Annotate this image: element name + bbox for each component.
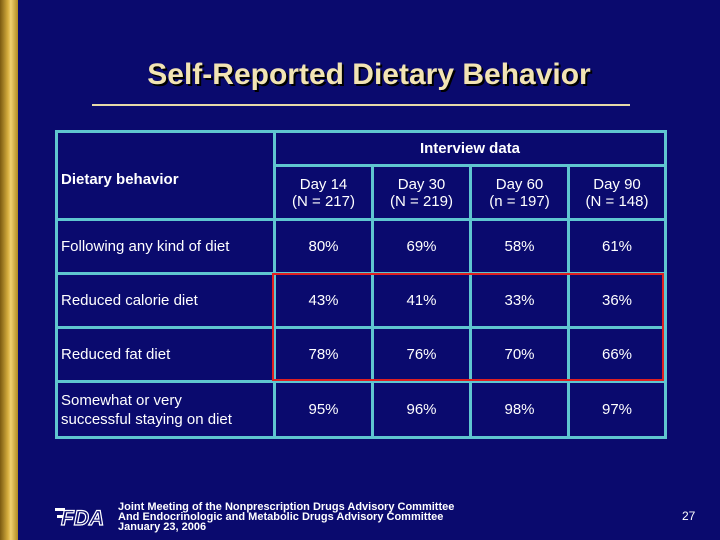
column-header-day60: Day 60 (n = 197) xyxy=(472,167,567,218)
table-header-bottom xyxy=(55,218,667,221)
table-cell: 98% xyxy=(504,401,535,418)
table-cell: 69% xyxy=(406,238,437,255)
table-row-divider xyxy=(55,380,667,383)
table-cell: 36% xyxy=(601,292,633,309)
column-header-line2: (N = 148) xyxy=(585,192,649,210)
title-underline xyxy=(92,104,630,106)
column-header-day90: Day 90 (N = 148) xyxy=(570,167,664,218)
column-header-line2: (n = 197) xyxy=(489,192,550,210)
row-label-reduced-fat: Reduced fat diet xyxy=(55,329,279,380)
row-label-reduced-calorie: Reduced calorie diet xyxy=(55,275,279,326)
table-col-divider xyxy=(371,164,374,439)
table-cell: 41% xyxy=(406,292,437,309)
table-cell: 43% xyxy=(308,292,339,309)
dietary-behavior-header: Dietary behavior xyxy=(61,170,179,188)
row-label-line1: Reduced fat diet xyxy=(61,346,171,363)
slide-title: Self-Reported Dietary Behavior xyxy=(147,58,591,91)
footer-text: Joint Meeting of the Nonprescription Dru… xyxy=(118,501,455,533)
column-header-line2: (N = 217) xyxy=(292,192,355,210)
table-cell: 76% xyxy=(406,346,437,363)
column-header-day30: Day 30 (N = 219) xyxy=(374,167,469,218)
table-border-right xyxy=(664,130,667,439)
table-cell: 61% xyxy=(601,238,633,255)
table-border-left xyxy=(55,130,58,439)
row-label-line1: Somewhat or very xyxy=(61,391,182,409)
row-label-line1: Reduced calorie diet xyxy=(61,292,198,309)
column-header-line2: (N = 219) xyxy=(390,192,453,210)
footer-line1: Joint Meeting of the Nonprescription Dru… xyxy=(118,501,455,513)
table-cell: 70% xyxy=(504,346,535,363)
table-cell: 78% xyxy=(308,346,339,363)
table-cell: 80% xyxy=(308,238,339,255)
row-label-successful-staying: Somewhat or very successful staying on d… xyxy=(55,383,279,436)
fda-logo-icon: FDA xyxy=(55,506,105,528)
row-label-line2: successful staying on diet xyxy=(61,410,232,428)
table-col-divider xyxy=(469,164,472,439)
table-cell: 97% xyxy=(601,401,633,418)
column-header-line1: Day 14 xyxy=(299,175,348,193)
page-number: 27 xyxy=(682,509,696,523)
table-cell: 58% xyxy=(504,238,535,255)
table-cell: 96% xyxy=(406,401,437,418)
highlight-box xyxy=(272,273,664,381)
table-row-divider xyxy=(55,326,667,329)
table-cell: 95% xyxy=(308,401,339,418)
table-col-divider xyxy=(567,164,570,439)
footer-line3: January 23, 2006 xyxy=(118,521,207,533)
column-header-line1: Day 90 xyxy=(593,175,641,193)
fda-logo-text: FDA xyxy=(61,507,104,528)
footer-line2: And Endocrinologic and Metabolic Drugs A… xyxy=(118,511,444,523)
table-border-bottom xyxy=(55,436,667,439)
gold-side-bar xyxy=(0,0,18,540)
interview-data-header: Interview data xyxy=(419,140,521,157)
data-table: Interview data Dietary behavior Day 14 (… xyxy=(55,130,667,440)
table-cell: 66% xyxy=(601,346,633,363)
column-header-day14: Day 14 (N = 217) xyxy=(276,167,371,218)
table-border-top xyxy=(55,130,667,133)
table-col-divider xyxy=(273,130,276,439)
column-header-line1: Day 30 xyxy=(397,175,446,193)
table-cell: 33% xyxy=(504,292,535,309)
row-label-any-diet: Following any kind of diet xyxy=(55,221,279,272)
row-label-line1: Following any kind of diet xyxy=(61,238,230,255)
column-header-line1: Day 60 xyxy=(495,175,544,193)
